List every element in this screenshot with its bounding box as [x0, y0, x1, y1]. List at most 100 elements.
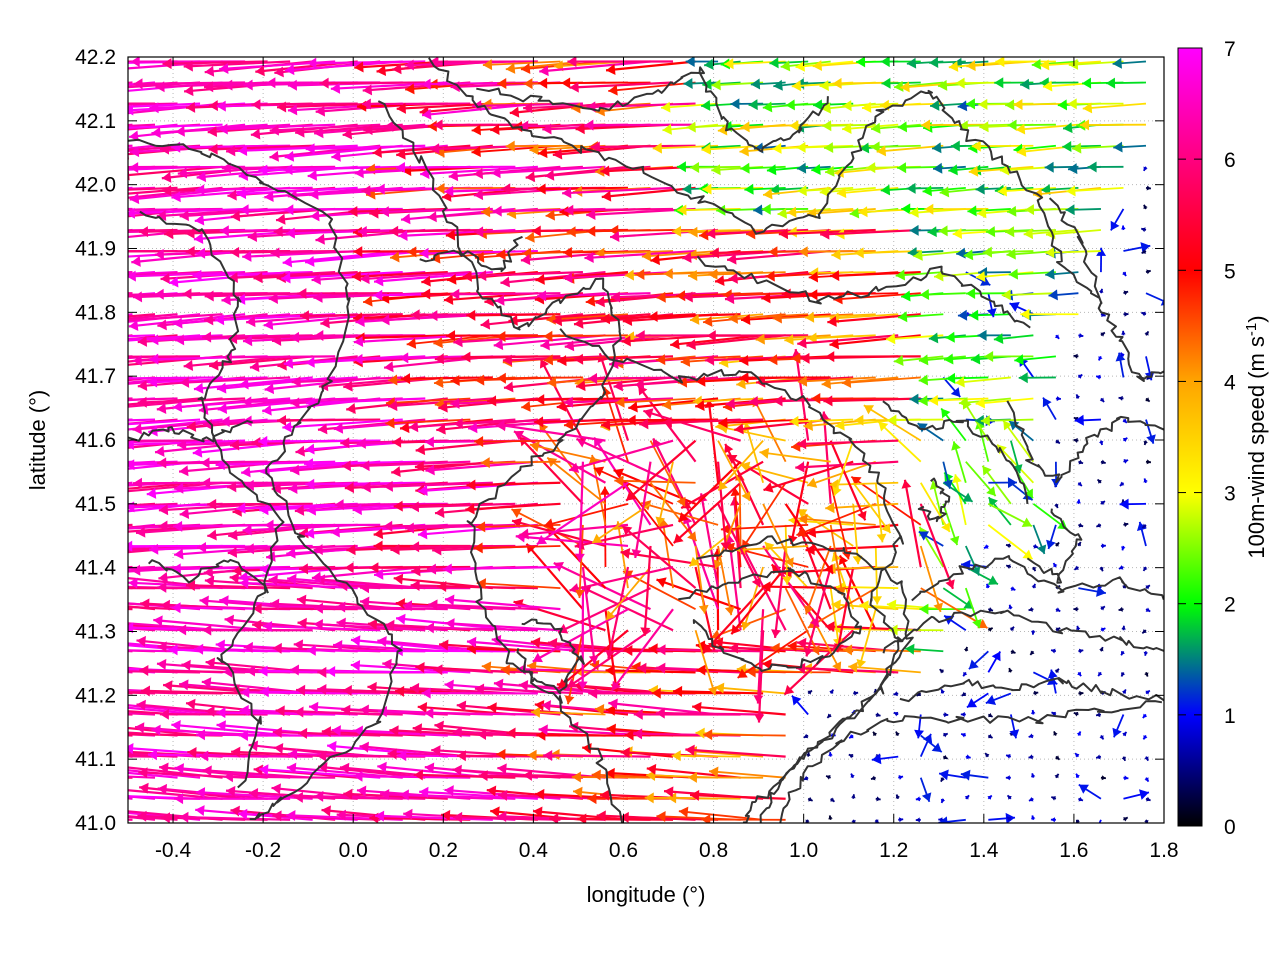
wind-vector	[646, 763, 741, 779]
wind-vector	[717, 440, 751, 502]
wind-vector	[424, 707, 538, 719]
wind-vector	[898, 775, 904, 780]
wind-vector	[442, 563, 561, 575]
wind-vector	[128, 815, 178, 821]
wind-vector	[128, 81, 133, 84]
wind-vector	[634, 376, 741, 390]
wind-vector	[1096, 478, 1102, 484]
wind-vector	[1077, 373, 1083, 379]
wind-vector	[887, 414, 944, 426]
wind-vector	[825, 351, 921, 363]
wind-vector	[591, 769, 674, 781]
wind-vector	[848, 661, 921, 674]
wind-vector	[128, 544, 156, 550]
wind-vector	[640, 545, 652, 636]
contour-line	[128, 138, 403, 821]
wind-vector	[605, 566, 652, 621]
wind-vector	[1077, 481, 1083, 487]
wind-vector	[1050, 796, 1057, 801]
contour-line	[516, 618, 585, 695]
wind-vector	[1145, 292, 1164, 306]
wind-vector	[1145, 689, 1151, 695]
wind-vector	[445, 618, 561, 632]
wind-vector	[1142, 566, 1148, 572]
wind-vector	[829, 334, 921, 350]
wind-vector	[543, 330, 628, 342]
wind-vector	[535, 394, 628, 406]
contour-line	[899, 677, 1164, 703]
wind-vector	[1123, 311, 1129, 317]
wind-vector	[987, 496, 1012, 526]
wind-vector	[807, 689, 813, 695]
wind-vector	[741, 566, 764, 631]
wind-vector	[128, 271, 133, 274]
wind-vector	[128, 397, 178, 401]
wind-vector	[1045, 268, 1079, 280]
wind-vector	[128, 376, 201, 385]
wind-vector	[511, 508, 584, 547]
wind-vector	[491, 634, 606, 653]
wind-vector	[713, 503, 742, 570]
wind-vector	[875, 712, 881, 718]
wind-vector	[1007, 119, 1056, 131]
wind-vector	[830, 270, 921, 282]
wind-vector	[1031, 583, 1036, 589]
wind-vector	[1008, 667, 1013, 673]
wind-vector	[714, 682, 786, 695]
wind-vector	[789, 415, 854, 427]
wind-vector	[688, 226, 764, 238]
wind-vector	[872, 545, 882, 605]
wind-vector	[1073, 438, 1079, 443]
wind-vector	[1033, 690, 1039, 696]
y-tick-label: 41.2	[75, 684, 116, 707]
wind-vector	[985, 583, 991, 589]
x-tick-label: 1.6	[1059, 839, 1088, 862]
wind-vector	[238, 729, 358, 741]
wind-vector	[291, 376, 403, 388]
wind-vector	[1009, 626, 1015, 632]
wind-vector	[1073, 606, 1079, 612]
wind-vector	[1118, 395, 1124, 401]
wind-vector	[655, 707, 764, 719]
wind-vector	[567, 57, 674, 68]
wind-vector	[139, 782, 246, 800]
wind-vector	[694, 629, 718, 696]
wind-vector	[1140, 227, 1147, 233]
wind-vector	[128, 102, 201, 108]
wind-vector	[1096, 247, 1107, 273]
wind-vector	[987, 733, 993, 739]
wind-vector	[1075, 773, 1080, 779]
wind-vector	[128, 712, 156, 716]
wind-vector	[917, 422, 944, 442]
wind-vector	[987, 503, 1033, 528]
wind-vector	[1078, 796, 1084, 802]
contour-line	[1026, 508, 1083, 584]
wind-vector	[1076, 731, 1082, 736]
wind-vector	[543, 502, 629, 529]
wind-vector	[1077, 671, 1082, 677]
wind-vector	[1080, 119, 1146, 131]
wind-vector	[859, 600, 921, 612]
wind-vector	[821, 376, 899, 390]
wind-vector	[1097, 671, 1103, 677]
wind-vector	[692, 701, 786, 716]
wind-vector	[1066, 185, 1124, 197]
wind-vector	[658, 517, 674, 589]
wind-vector	[334, 499, 448, 511]
wind-vector	[128, 502, 178, 507]
wind-vector	[303, 458, 426, 470]
wind-vector	[614, 475, 696, 487]
wind-vector	[916, 691, 922, 697]
wind-vector	[966, 692, 989, 709]
wind-vector	[803, 566, 832, 657]
wind-vector	[580, 585, 674, 632]
wind-vector	[500, 271, 606, 288]
wind-vector	[981, 465, 1012, 505]
wind-vector	[909, 224, 944, 236]
wind-vector	[415, 439, 516, 456]
wind-vector	[938, 225, 989, 237]
x-tick-label: 1.8	[1149, 839, 1178, 862]
wind-vector	[496, 372, 583, 384]
x-tick-label: 1.4	[969, 839, 999, 862]
